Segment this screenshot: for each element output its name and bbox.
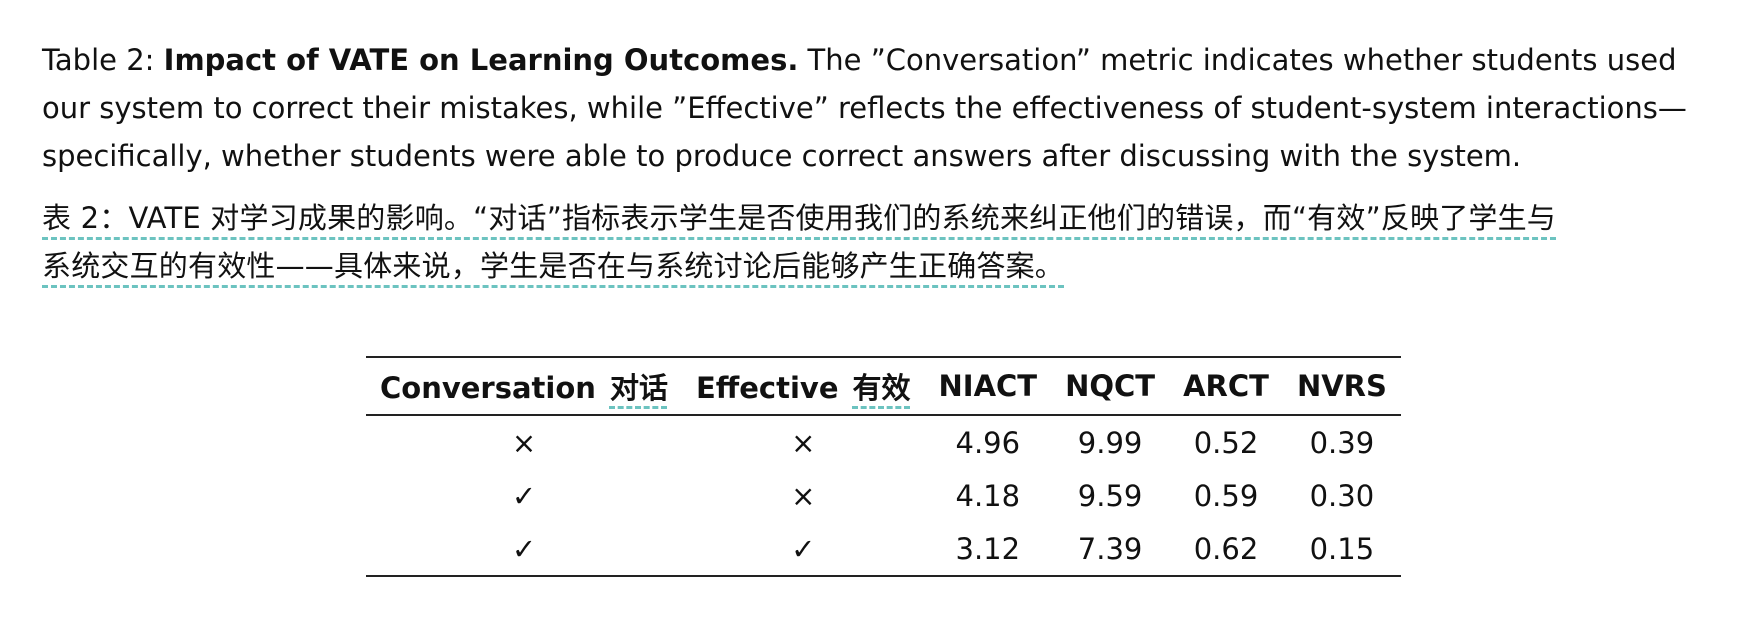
cell-effective: ✓ — [791, 531, 816, 566]
header-nqct: NQCT — [1065, 369, 1156, 403]
header-niact: NIACT — [938, 369, 1038, 403]
cell-niact: 4.18 — [955, 478, 1021, 513]
header-conversation-zh: 对话 — [609, 371, 668, 405]
cell-conversation: ✓ — [511, 531, 537, 566]
header-conversation: Conversation 对话 — [366, 357, 682, 415]
cell-nqct: 9.99 — [1077, 425, 1143, 460]
header-conversation-en: Conversation — [380, 371, 596, 405]
header-effective: Effective 有效 — [682, 357, 925, 415]
cell-nvrs: 0.39 — [1309, 425, 1375, 460]
cell-conversation: × — [511, 425, 537, 460]
caption-translation: 表 2：VATE 对学习成果的影响。“对话”指标表示学生是否使用我们的系统来纠正… — [42, 194, 1714, 290]
table-row: × × 4.96 9.99 0.52 0.39 — [366, 415, 1401, 469]
cell-niact: 4.96 — [955, 425, 1021, 460]
header-effective-zh: 有效 — [852, 371, 911, 405]
table-header-row: Conversation 对话 Effective 有效 NIACT NQCT AR… — [366, 357, 1401, 415]
cell-arct: 0.62 — [1193, 531, 1259, 566]
cell-niact: 3.12 — [955, 531, 1021, 566]
caption-label: Table 2: — [42, 43, 164, 77]
header-arct: ARCT — [1183, 369, 1269, 403]
results-table: Conversation 对话 Effective 有效 NIACT NQCT AR… — [366, 356, 1401, 577]
caption-body: The ”Conversation” metric indicates whet… — [42, 43, 1687, 173]
translation-line-2: 系统交互的有效性——具体来说，学生是否在与系统讨论后能够产生正确答案。 — [42, 249, 1065, 283]
cell-effective: × — [791, 478, 816, 513]
cell-arct: 0.59 — [1193, 478, 1259, 513]
cell-arct: 0.52 — [1193, 425, 1259, 460]
table-caption: Table 2: Impact of VATE on Learning Outc… — [42, 36, 1714, 180]
cell-nqct: 9.59 — [1077, 478, 1143, 513]
cell-effective: × — [791, 425, 816, 460]
cell-nqct: 7.39 — [1077, 531, 1143, 566]
cell-nvrs: 0.15 — [1309, 531, 1375, 566]
header-effective-en: Effective — [695, 371, 839, 405]
cell-nvrs: 0.30 — [1309, 478, 1375, 513]
translation-line-1: 表 2：VATE 对学习成果的影响。“对话”指标表示学生是否使用我们的系统来纠正… — [42, 201, 1556, 235]
cell-conversation: ✓ — [511, 478, 537, 513]
table-row: ✓ × 4.18 9.59 0.59 0.30 — [366, 469, 1401, 522]
table-row: ✓ ✓ 3.12 7.39 0.62 0.15 — [366, 522, 1401, 576]
caption-title: Impact of VATE on Learning Outcomes. — [163, 43, 799, 77]
header-nvrs: NVRS — [1296, 369, 1387, 403]
